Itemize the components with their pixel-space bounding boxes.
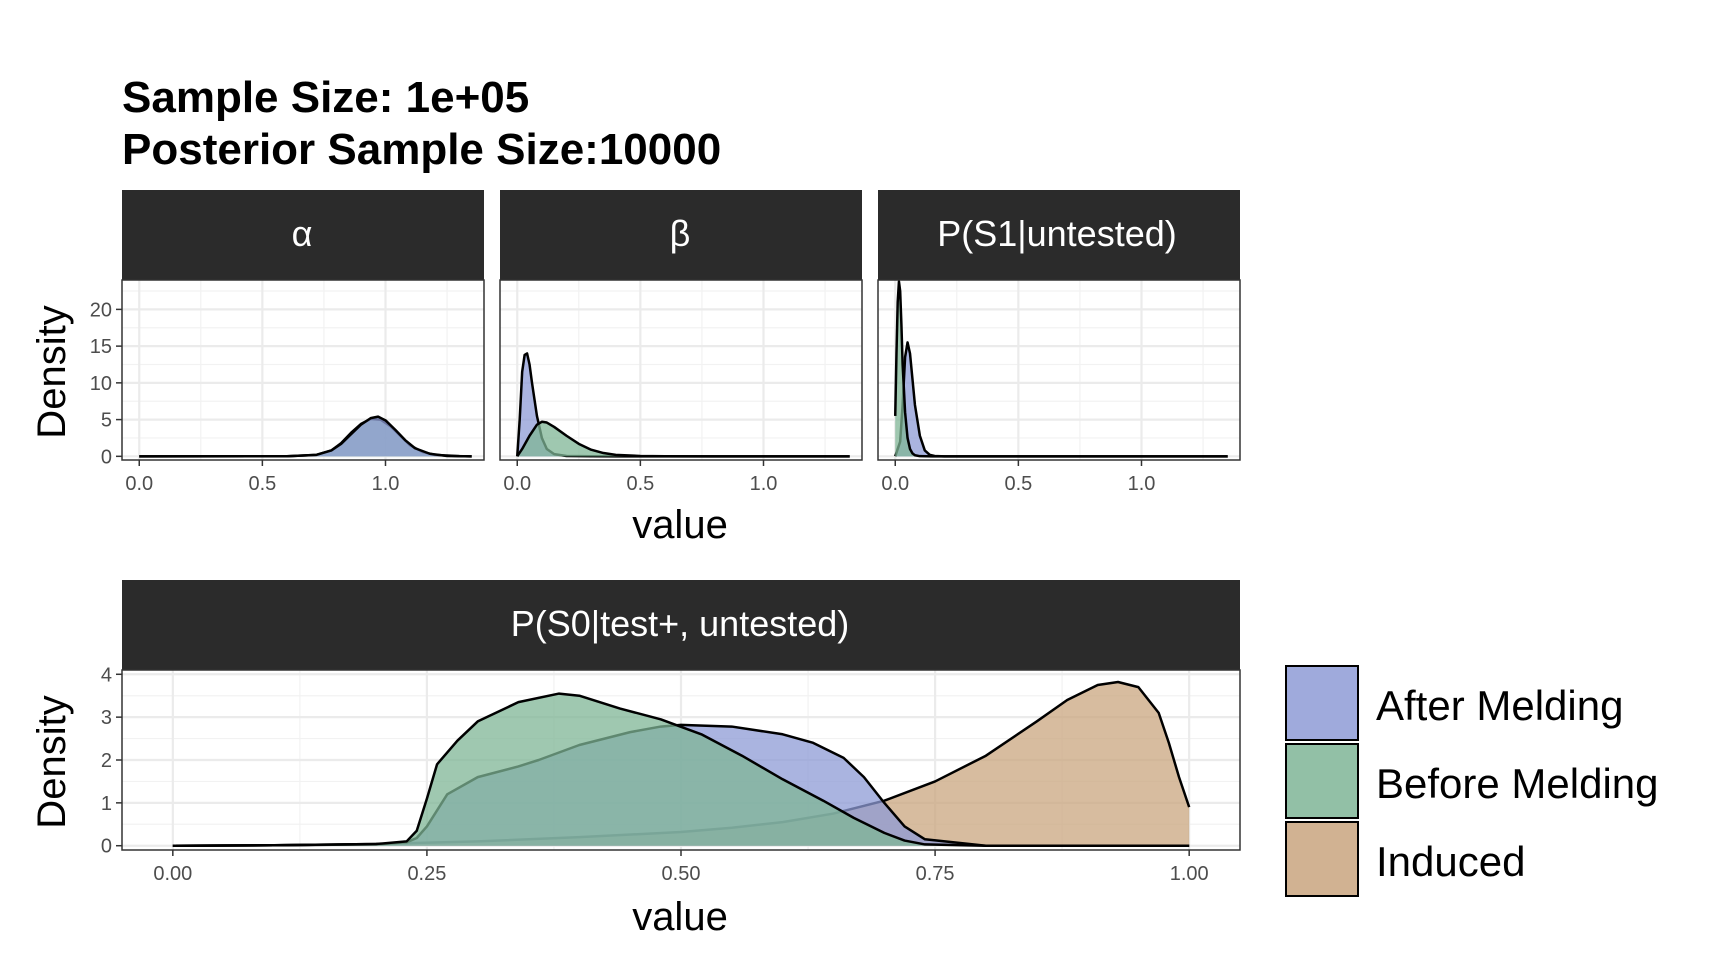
strip-label-beta: β <box>670 213 691 254</box>
strip-header <box>500 190 862 280</box>
strip-header <box>878 190 1240 280</box>
panel-background <box>878 280 1240 460</box>
x-tick-label: 1.0 <box>372 473 400 495</box>
panel-beta: 0.0 0.5 1.0 <box>499 190 863 495</box>
y-tick-label: 10 <box>90 373 112 395</box>
x-tick-label: 0.50 <box>662 863 701 885</box>
y-axis-title-bottom: Density <box>30 695 74 828</box>
panel-border <box>499 279 863 461</box>
x-tick-label: 0.25 <box>407 863 446 885</box>
strip-header <box>122 190 484 280</box>
legend-key-after-melding <box>1285 665 1359 741</box>
y-tick-label: 4 <box>101 664 112 686</box>
density-area-induced <box>172 682 1190 846</box>
strip-label-p-s1-untested: P(S1|untested) <box>937 213 1176 254</box>
x-tick-label: 1.0 <box>1128 473 1156 495</box>
x-tick-label: 1.00 <box>1170 863 1209 885</box>
chart-title-line2: Posterior Sample Size:10000 <box>122 125 721 174</box>
x-tick-label: 0.0 <box>125 473 153 495</box>
panel-p-s1-untested: 0.0 0.5 1.0 <box>877 190 1241 495</box>
panel-border <box>121 279 485 461</box>
panel-alpha: 0.0 0.5 1.0 0 5 10 15 20 <box>90 190 485 495</box>
strip-header <box>122 580 1240 670</box>
legend-key-induced <box>1285 821 1359 897</box>
y-tick-label: 15 <box>90 336 112 358</box>
panel-p-s0-test-untested: 0.00 0.25 0.50 0.75 1.00 0 1 2 3 4 <box>101 580 1241 885</box>
x-tick-label: 0.0 <box>503 473 531 495</box>
x-tick-label: 0.0 <box>881 473 909 495</box>
density-line-before-melding <box>172 692 1190 847</box>
panel-background <box>122 280 484 460</box>
x-axis-title-bottom: value <box>632 895 728 939</box>
density-line-before-melding <box>893 280 1228 458</box>
legend: After Melding Before Melding Induced <box>1285 665 1659 897</box>
y-tick-label: 3 <box>101 707 112 729</box>
legend-label-induced: Induced <box>1376 838 1525 885</box>
y-tick-label: 2 <box>101 750 112 772</box>
x-tick-label: 1.0 <box>750 473 778 495</box>
legend-label-before-melding: Before Melding <box>1376 760 1659 807</box>
y-tick-label: 1 <box>101 793 112 815</box>
y-tick-label: 5 <box>101 410 112 432</box>
density-line-after-melding <box>139 415 472 458</box>
density-area-after-melding <box>139 416 472 457</box>
legend-label-after-melding: After Melding <box>1376 682 1623 729</box>
legend-key-before-melding <box>1285 743 1359 819</box>
strip-label-p-s0: P(S0|test+, untested) <box>511 603 850 644</box>
panel-border <box>877 279 1241 461</box>
x-axis-title-top: value <box>632 503 728 547</box>
strip-label-alpha: α <box>292 213 313 254</box>
x-tick-label: 0.5 <box>248 473 276 495</box>
y-tick-label: 20 <box>90 299 112 321</box>
density-line-before-melding <box>516 420 850 458</box>
y-axis-title-top: Density <box>30 305 74 438</box>
x-tick-label: 0.75 <box>916 863 955 885</box>
density-area-before-melding <box>172 693 1190 846</box>
chart-title-line1: Sample Size: 1e+05 <box>122 73 529 122</box>
x-tick-label: 0.5 <box>626 473 654 495</box>
y-tick-label: 0 <box>101 836 112 858</box>
y-tick-label: 0 <box>101 446 112 468</box>
x-tick-label: 0.00 <box>153 863 192 885</box>
x-tick-label: 0.5 <box>1004 473 1032 495</box>
